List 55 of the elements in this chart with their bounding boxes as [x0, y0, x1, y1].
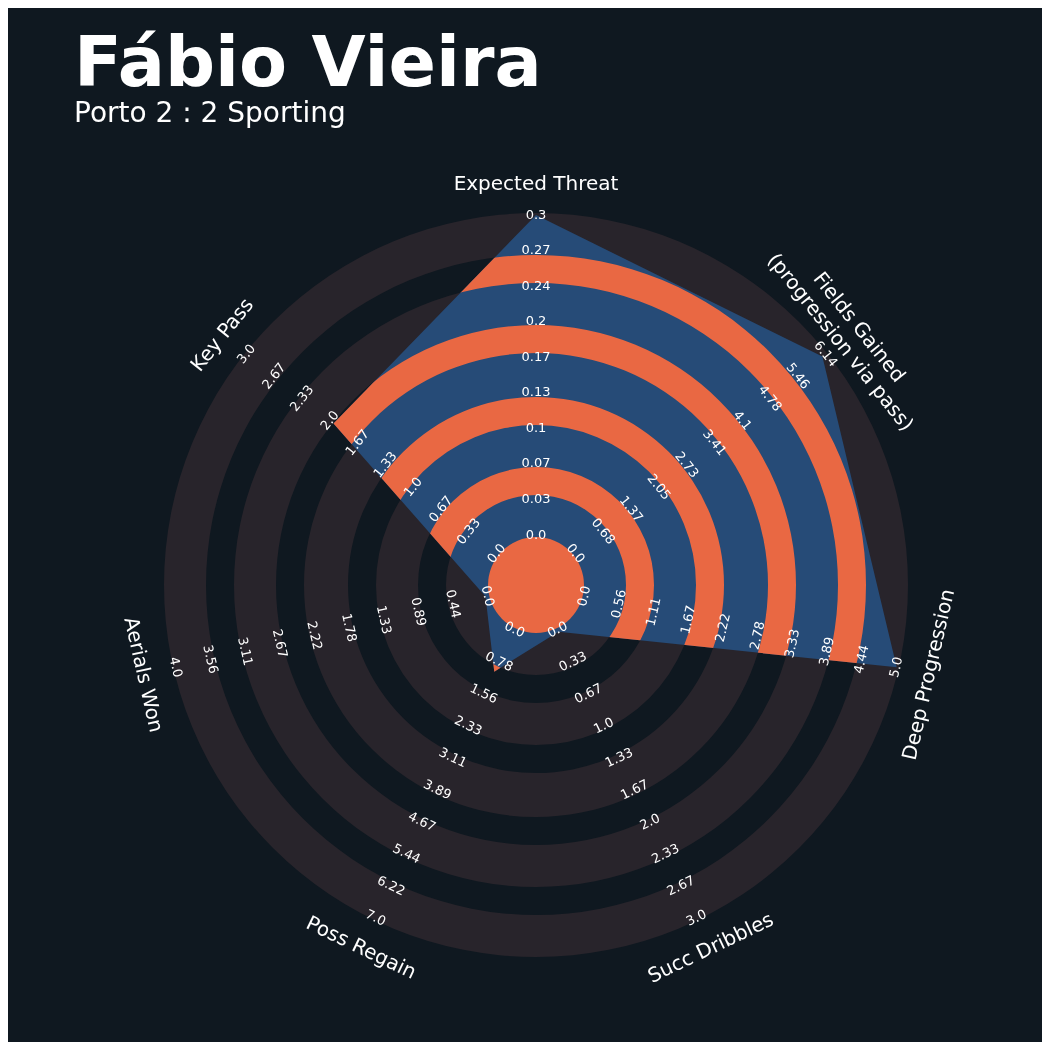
text: 2.0: [637, 810, 663, 833]
text: 2.78: [746, 619, 768, 652]
text: 5.0: [886, 655, 906, 679]
text: 0.27: [521, 242, 551, 258]
text: 0.2: [525, 313, 547, 329]
spoke-label: Expected Threat: [453, 171, 619, 195]
text: 4.1: [730, 407, 755, 433]
text: 2.33: [452, 712, 485, 739]
text: 1.0: [400, 473, 426, 500]
text: 1.11: [642, 595, 664, 628]
spoke-label: Aerials Won: [119, 614, 169, 735]
text: 0.67: [571, 680, 605, 707]
text: 0.03: [521, 490, 551, 506]
text: 1.0: [590, 714, 617, 737]
text: 1.56: [467, 680, 501, 707]
text: 2.22: [304, 619, 326, 652]
text: 3.33: [781, 627, 803, 660]
text: 0.0: [502, 617, 528, 641]
text: 3.56: [200, 643, 222, 675]
text: 2.67: [664, 872, 697, 899]
text: 0.78: [483, 648, 516, 675]
text: 2.22: [711, 611, 733, 644]
text: 4.0: [166, 655, 186, 679]
text: 3.11: [235, 635, 257, 668]
text: 0.33: [556, 648, 589, 675]
text: 3.89: [421, 776, 454, 803]
text: 0.07: [521, 455, 551, 471]
text: 0.0: [544, 617, 570, 641]
text: 7.0: [363, 906, 389, 929]
text: 0.13: [521, 384, 551, 400]
text: 0.0: [563, 540, 589, 566]
text: 6.22: [375, 872, 408, 899]
chart-subtitle: Porto 2 : 2 Sporting: [74, 96, 346, 129]
text: 1.67: [618, 776, 651, 803]
text: 4.44: [850, 643, 872, 675]
text: 1.33: [373, 603, 395, 636]
text: 1.67: [677, 603, 699, 636]
text: 2.33: [648, 840, 682, 867]
text: 0.0: [483, 540, 509, 566]
text: 0.0: [478, 584, 498, 608]
text: 3.11: [436, 744, 470, 771]
text: 3.0: [233, 340, 259, 367]
text: 5.44: [390, 840, 424, 867]
text: 0.17: [521, 348, 551, 364]
text: 1.33: [602, 744, 636, 771]
text: 0.3: [525, 206, 547, 222]
text: 1.78: [339, 611, 361, 644]
text: 0.89: [408, 595, 430, 628]
text: 4.67: [405, 808, 439, 835]
text: 2.0: [317, 407, 342, 433]
text: 0.44: [443, 588, 465, 620]
text: 3.89: [815, 635, 837, 668]
text: 2.67: [269, 627, 291, 660]
text: 0.0: [574, 584, 594, 608]
text: 0.56: [607, 588, 629, 620]
